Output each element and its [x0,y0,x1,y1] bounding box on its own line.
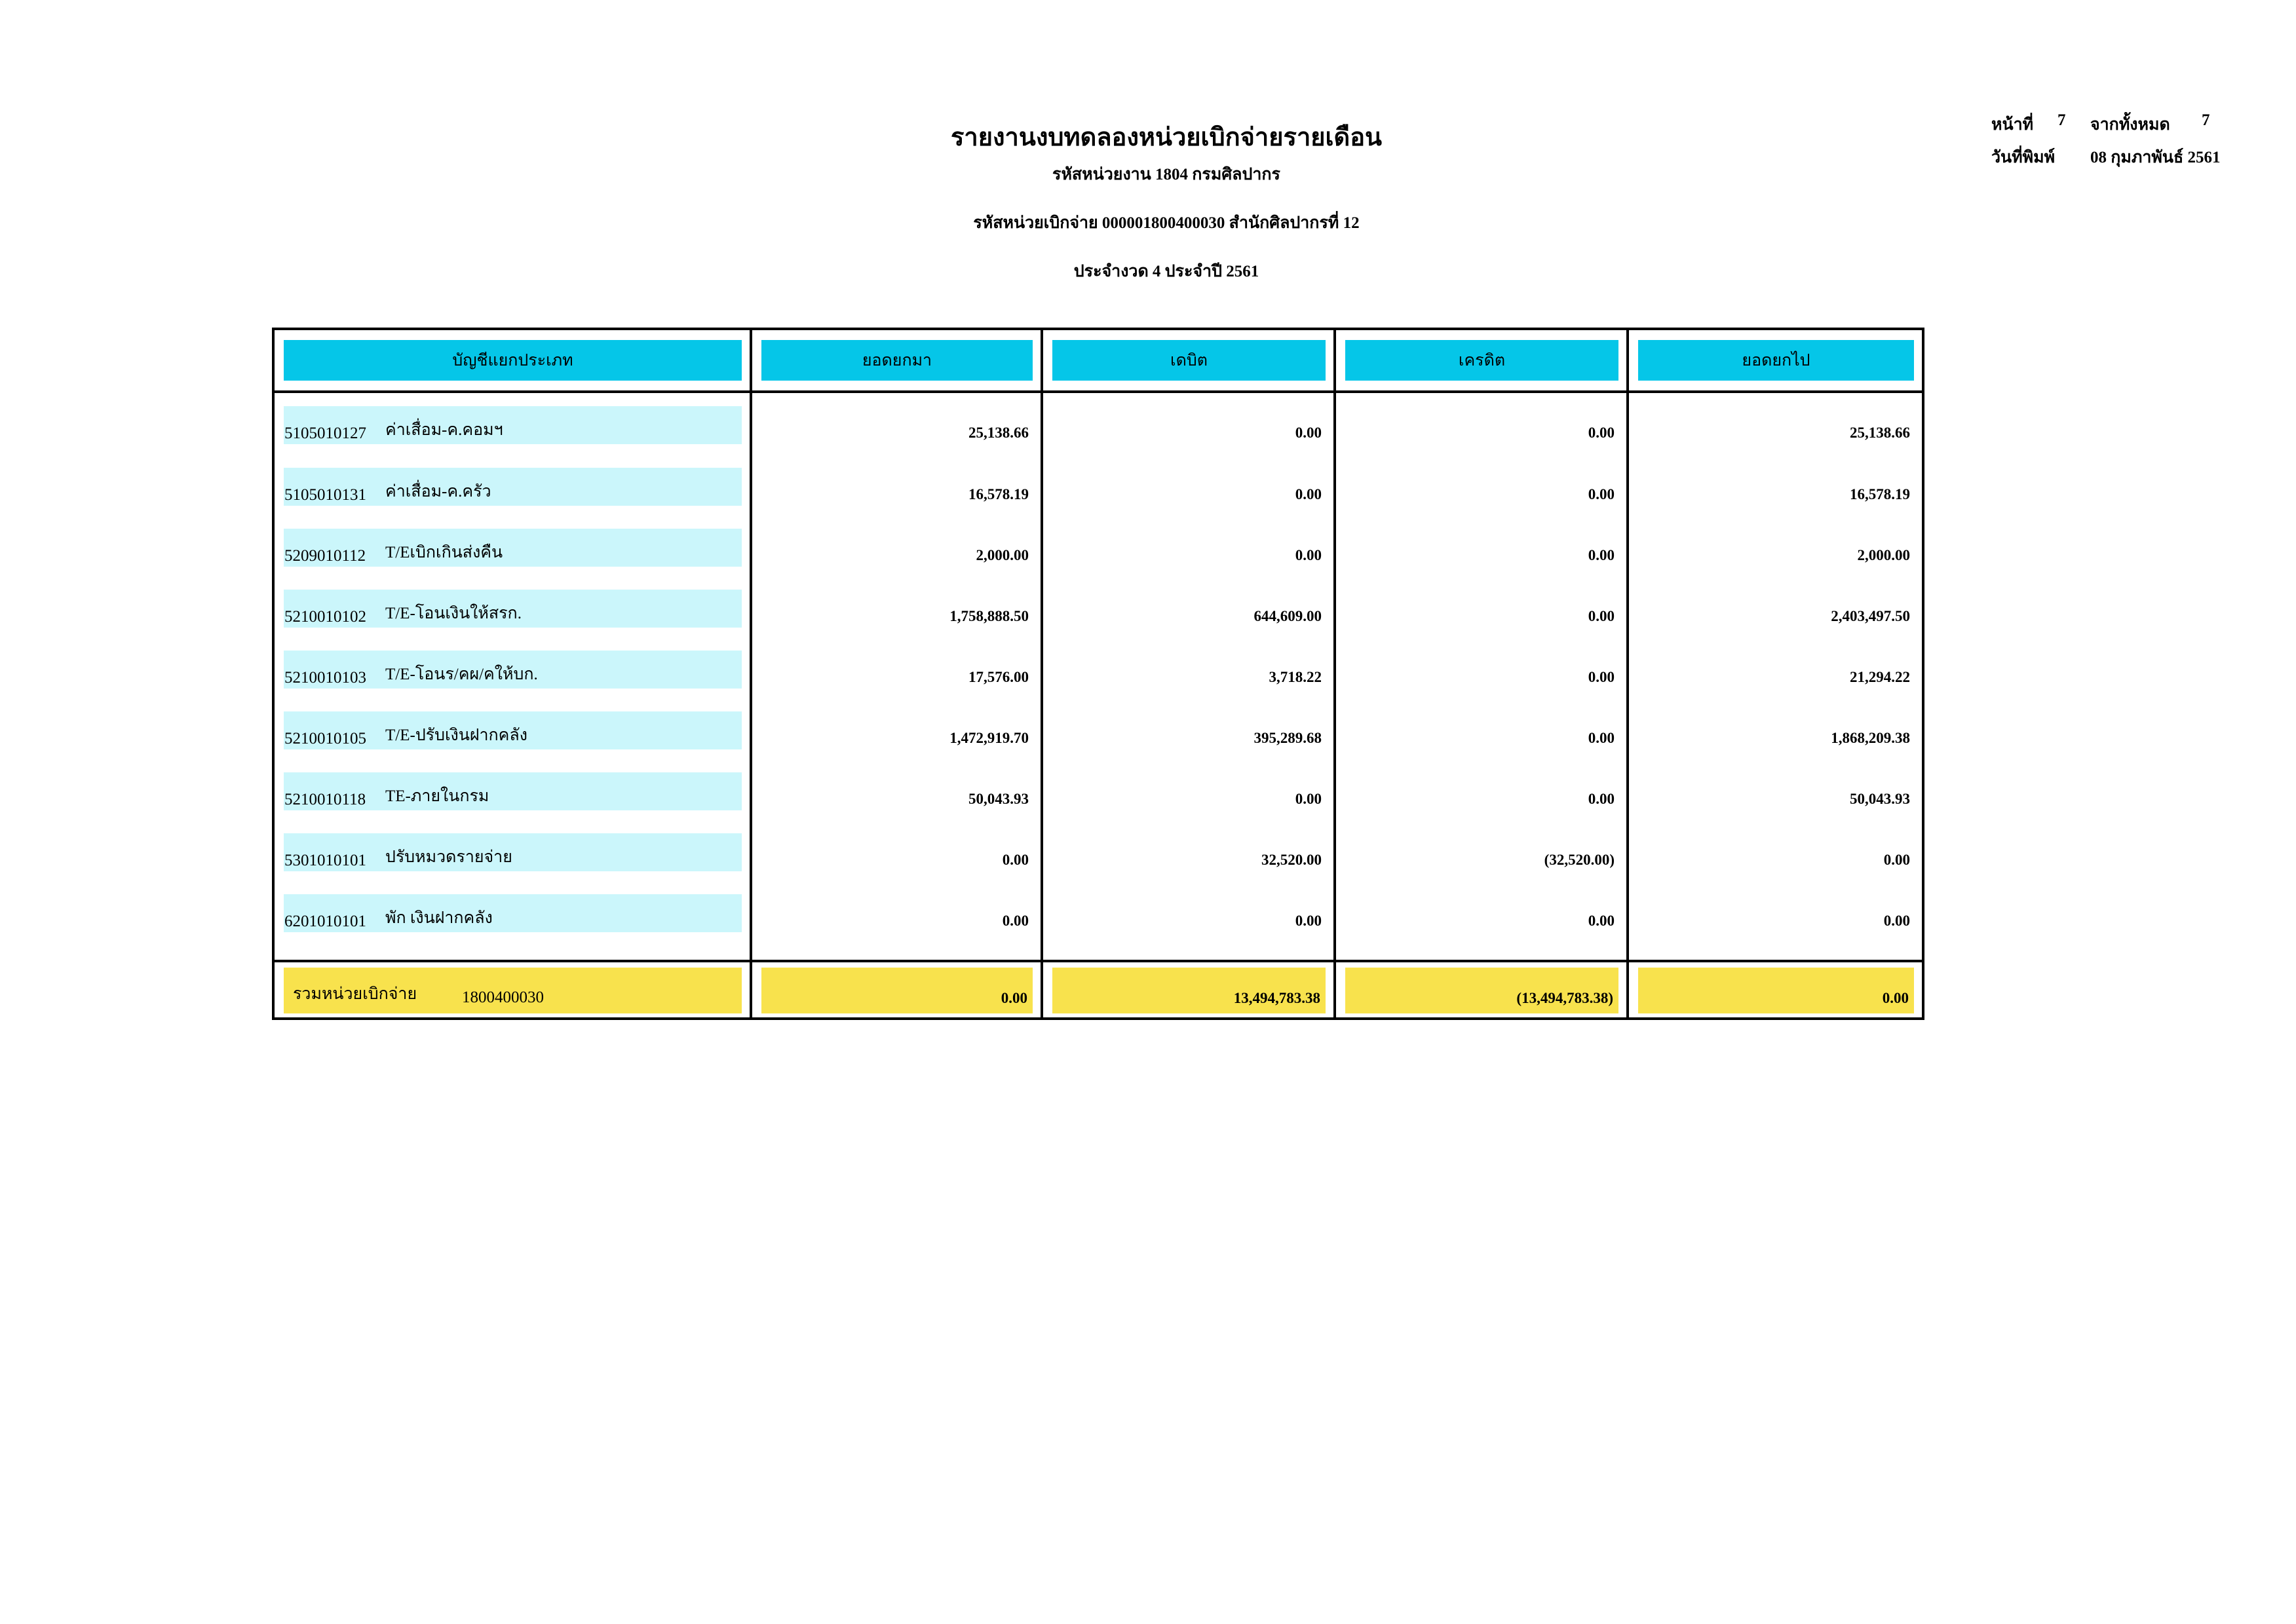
print-date: 08 กุมภาพันธ์ 2561 [2090,149,2221,166]
brought-forward-value: 1,472,919.70 [949,730,1029,746]
print-date-label: วันที่พิมพ์ [1991,149,2056,166]
trial-balance-table: บัญชีแยกประเภท ยอดยกมา เดบิต เครดิต ยอดย… [272,328,1924,1020]
total-row: รวมหน่วยเบิกจ่าย 1800400030 0.00 13,494,7… [272,960,1924,1020]
account-name: ปรับหมวดรายจ่าย [385,848,512,866]
total-debit: 13,494,783.38 [1052,968,1326,1013]
carried-forward-value: 21,294.22 [1850,669,1910,685]
carried-forward-value: 1,868,209.38 [1831,730,1910,746]
header-debit: เดบิต [1052,340,1326,381]
total-label: รวมหน่วยเบิกจ่าย [293,985,417,1003]
account-code: 5210010102 [284,608,366,626]
brought-forward-value: 17,576.00 [968,669,1029,685]
agency-line: รหัสหน่วยงาน 1804 กรมศิลปากร [1052,166,1280,183]
debit-value: 32,520.00 [1261,852,1322,868]
account-name: T/E-โอนร/คผ/คให้บก. [385,666,538,683]
brought-forward-value: 25,138.66 [968,425,1029,441]
brought-forward-value: 0.00 [1002,852,1029,868]
account-name: T/E-โอนเงินให้สรก. [385,605,522,622]
total-pages: 7 [2202,111,2210,129]
account-name: พัก เงินฝากคลัง [385,909,493,927]
credit-value: 0.00 [1588,608,1615,624]
table-row: 5210010102 T/E-โอนเงินให้สรก. 1,758,888.50… [272,590,1924,651]
disbursing-unit-line: รหัสหน่วยเบิกจ่าย 000001800400030 สำนักศ… [973,214,1360,232]
debit-value: 0.00 [1295,791,1322,807]
account-code: 6201010101 [284,913,366,930]
header-credit: เครดิต [1345,340,1618,381]
credit-value: 0.00 [1588,791,1615,807]
credit-value: 0.00 [1588,730,1615,746]
account-name: TE-ภายในกรม [385,787,489,805]
carried-forward-value: 25,138.66 [1850,425,1910,441]
account-code: 5209010112 [284,547,366,565]
report-title: รายงานงบทดลองหน่วยเบิกจ่ายรายเดือน [950,124,1383,151]
account-code: 5210010103 [284,669,366,687]
total-pages-label: จากทั้งหมด [2090,116,2170,134]
account-name: ค่าเสื่อม-ค.ครัว [385,483,491,500]
credit-value: 0.00 [1588,486,1615,502]
page-label: หน้าที่ [1991,116,2034,134]
credit-value: (32,520.00) [1544,852,1615,868]
brought-forward-value: 1,758,888.50 [949,608,1029,624]
credit-value: 0.00 [1588,425,1615,441]
table-row: 6201010101 พัก เงินฝากคลัง 0.00 0.00 0.00 0.0… [272,894,1924,961]
debit-value: 0.00 [1295,913,1322,929]
carried-forward-value: 0.00 [1883,852,1910,868]
page-number: 7 [2057,111,2066,129]
debit-value: 0.00 [1295,486,1322,502]
credit-value: 0.00 [1588,669,1615,685]
table-row: 5105010131 ค่าเสื่อม-ค.ครัว 16,578.19 0.00 0… [272,468,1924,529]
brought-forward-value: 2,000.00 [976,547,1029,563]
header-ledger: บัญชีแยกประเภท [284,340,742,381]
brought-forward-value: 16,578.19 [968,486,1029,502]
total-carried-forward: 0.00 [1638,968,1914,1013]
debit-value: 644,609.00 [1253,608,1322,624]
period-line: ประจำงวด 4 ประจำปี 2561 [1073,263,1259,280]
table-row: 5105010127 ค่าเสื่อม-ค.คอมฯ 25,138.66 0.00 0… [272,392,1924,468]
table-row: 5210010103 T/E-โอนร/คผ/คให้บก. 17,576.00 3,… [272,651,1924,711]
table-row: 5210010118 TE-ภายในกรม 50,043.93 0.00 0.00 50… [272,772,1924,833]
carried-forward-value: 50,043.93 [1850,791,1910,807]
account-code: 5301010101 [284,852,366,869]
carried-forward-value: 2,000.00 [1857,547,1911,563]
debit-value: 0.00 [1295,425,1322,441]
carried-forward-value: 2,403,497.50 [1831,608,1910,624]
total-unit-code: 1800400030 [462,989,544,1006]
account-name: ค่าเสื่อม-ค.คอมฯ [385,421,503,439]
brought-forward-value: 50,043.93 [968,791,1029,807]
debit-value: 395,289.68 [1253,730,1322,746]
total-credit: (13,494,783.38) [1345,968,1618,1013]
table-header-row: บัญชีแยกประเภท ยอดยกมา เดบิต เครดิต ยอดย… [272,328,1924,393]
debit-value: 3,718.22 [1269,669,1322,685]
total-brought-forward: 0.00 [761,968,1033,1013]
table-row: 5209010112 T/Eเบิกเกินส่งคืน 2,000.00 0.00 0… [272,529,1924,590]
account-code: 5210010105 [284,730,366,747]
account-code: 5105010127 [284,425,366,442]
carried-forward-value: 0.00 [1883,913,1910,929]
table-row: 5301010101 ปรับหมวดรายจ่าย 0.00 32,520.00 (3… [272,833,1924,894]
credit-value: 0.00 [1588,547,1615,563]
account-name: T/Eเบิกเกินส่งคืน [385,544,503,561]
table-row: 5210010105 T/E-ปรับเงินฝากคลัง 1,472,919.7… [272,711,1924,772]
credit-value: 0.00 [1588,913,1615,929]
debit-value: 0.00 [1295,547,1322,563]
brought-forward-value: 0.00 [1002,913,1029,929]
account-code: 5210010118 [284,791,366,808]
header-brought-forward: ยอดยกมา [761,340,1033,381]
carried-forward-value: 16,578.19 [1850,486,1910,502]
header-carried-forward: ยอดยกไป [1638,340,1914,381]
account-code: 5105010131 [284,486,366,504]
account-name: T/E-ปรับเงินฝากคลัง [385,727,527,744]
